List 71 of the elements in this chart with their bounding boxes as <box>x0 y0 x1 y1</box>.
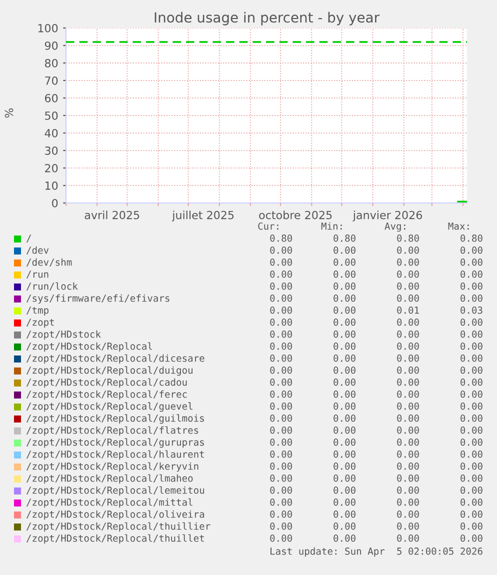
text: 0.00 0.00 0.00 0.00 <box>270 246 482 254</box>
chart-title: Inode usage in percent - by year <box>154 12 380 26</box>
y-tick-label: 60 <box>45 94 58 102</box>
x-tick-label: octobre 2025 <box>259 210 332 220</box>
text: 0.00 0.00 0.00 0.00 <box>270 366 482 374</box>
text: 0.00 0.00 0.00 0.00 <box>270 414 482 422</box>
text: 0.00 0.00 0.00 0.00 <box>270 294 482 302</box>
legend-label: /zopt/HDstock/Replocal/gurupras <box>26 438 204 448</box>
legend-label: /zopt/HDstock/Replocal/flatres <box>26 426 198 436</box>
y-tick-label: 70 <box>45 76 58 85</box>
legend-label: /zopt/HDstock/Replocal/lmaheo <box>26 474 193 484</box>
legend-label: /run <box>26 270 48 279</box>
legend-label: /run/lock <box>26 282 78 291</box>
legend-label: /zopt/HDstock/Replocal/dicesare <box>26 354 204 364</box>
text: 0.00 0.00 0.00 0.00 <box>270 522 482 530</box>
text: 0.00 0.00 0.00 0.00 <box>270 438 482 446</box>
text: 0.00 0.00 0.00 0.00 <box>270 342 482 350</box>
legend-label: /zopt/HDstock/Replocal/oliveira <box>26 510 204 520</box>
text: 0.00 0.00 0.00 0.00 <box>270 390 482 398</box>
y-tick-label: 50 <box>45 111 58 120</box>
legend-label: /zopt/HDstock/Replocal/lemeitou <box>26 486 204 496</box>
text: 0.00 0.00 0.00 0.00 <box>270 534 482 542</box>
legend-label: /zopt/HDstock/Replocal/duigou <box>26 366 192 376</box>
legend-label: /zopt/HDstock/Replocal <box>26 342 152 352</box>
y-axis-title: % <box>4 108 14 118</box>
legend-label: /zopt/HDstock/Replocal/thuillier <box>26 522 210 532</box>
text: 0.00 0.00 0.00 0.00 <box>270 402 482 410</box>
legend-label: /zopt/HDstock/Replocal/mittal <box>26 498 192 508</box>
y-tick-label: 90 <box>44 41 58 50</box>
text: 0.00 0.00 0.00 0.00 <box>270 450 482 458</box>
legend-label: /tmp <box>26 306 48 316</box>
x-tick-label: avril 2025 <box>84 210 140 220</box>
legend-label: /zopt/HDstock/Replocal/keryvin <box>26 462 198 472</box>
y-tick-label: 30 <box>45 146 58 155</box>
text: 0.00 0.00 0.00 0.00 <box>270 258 482 266</box>
text: 0.00 0.00 0.00 0.00 <box>270 510 482 518</box>
y-tick-label: 80 <box>44 58 58 68</box>
legend-label: /zopt <box>26 318 54 328</box>
legend-label: /zopt/HDstock/Replocal/cadou <box>26 378 187 388</box>
text: 0.00 0.00 0.00 0.00 <box>270 474 482 482</box>
text: Last update: Sun Apr 5 02:00:05 2026 <box>270 547 482 557</box>
text: 0.80 0.80 0.80 0.80 <box>270 234 482 242</box>
legend-label: / <box>26 234 32 243</box>
text: 0.00 0.00 0.00 0.00 <box>270 330 482 338</box>
text: 0.00 0.00 0.00 0.00 <box>270 270 482 278</box>
y-tick-label: 100 <box>38 24 58 32</box>
text: 0.00 0.00 0.00 0.00 <box>270 426 482 434</box>
text: 0.00 0.00 0.01 0.03 <box>270 306 482 314</box>
legend-label: /sys/firmware/efi/efivars <box>26 294 170 304</box>
legend-label: /zopt/HDstock/Replocal/hlaurent <box>26 450 204 460</box>
text: 0.00 0.00 0.00 0.00 <box>270 498 482 506</box>
legend-label: /zopt/HDstock/Replocal/guilmois <box>26 414 204 424</box>
text: 0.00 0.00 0.00 0.00 <box>270 378 482 386</box>
legend-label: /zopt/HDstock/Replocal/thuillet <box>26 534 204 544</box>
text: 0.00 0.00 0.00 0.00 <box>270 354 482 362</box>
legend-label: /dev <box>26 246 49 255</box>
y-tick-label: 20 <box>45 164 58 172</box>
y-tick-label: 40 <box>44 128 58 138</box>
text: 0.00 0.00 0.00 0.00 <box>270 318 482 326</box>
text: 0.00 0.00 0.00 0.00 <box>270 486 482 494</box>
x-tick-label: juillet 2025 <box>172 210 234 222</box>
text: 0.00 0.00 0.00 0.00 <box>270 462 482 470</box>
legend-label: /zopt/HDstock <box>26 330 101 340</box>
legend-label: /dev/shm <box>26 258 72 267</box>
text: 0.00 0.00 0.00 0.00 <box>270 282 482 290</box>
legend-label: /zopt/HDstock/Replocal/ferec <box>26 390 187 400</box>
y-tick-label: 0 <box>52 198 58 208</box>
text: Cur: Min: Avg: Max: <box>258 222 469 232</box>
x-tick-label: janvier 2026 <box>352 210 422 222</box>
y-tick-label: 10 <box>45 181 58 190</box>
legend-label: /zopt/HDstock/Replocal/guevel <box>26 402 192 412</box>
